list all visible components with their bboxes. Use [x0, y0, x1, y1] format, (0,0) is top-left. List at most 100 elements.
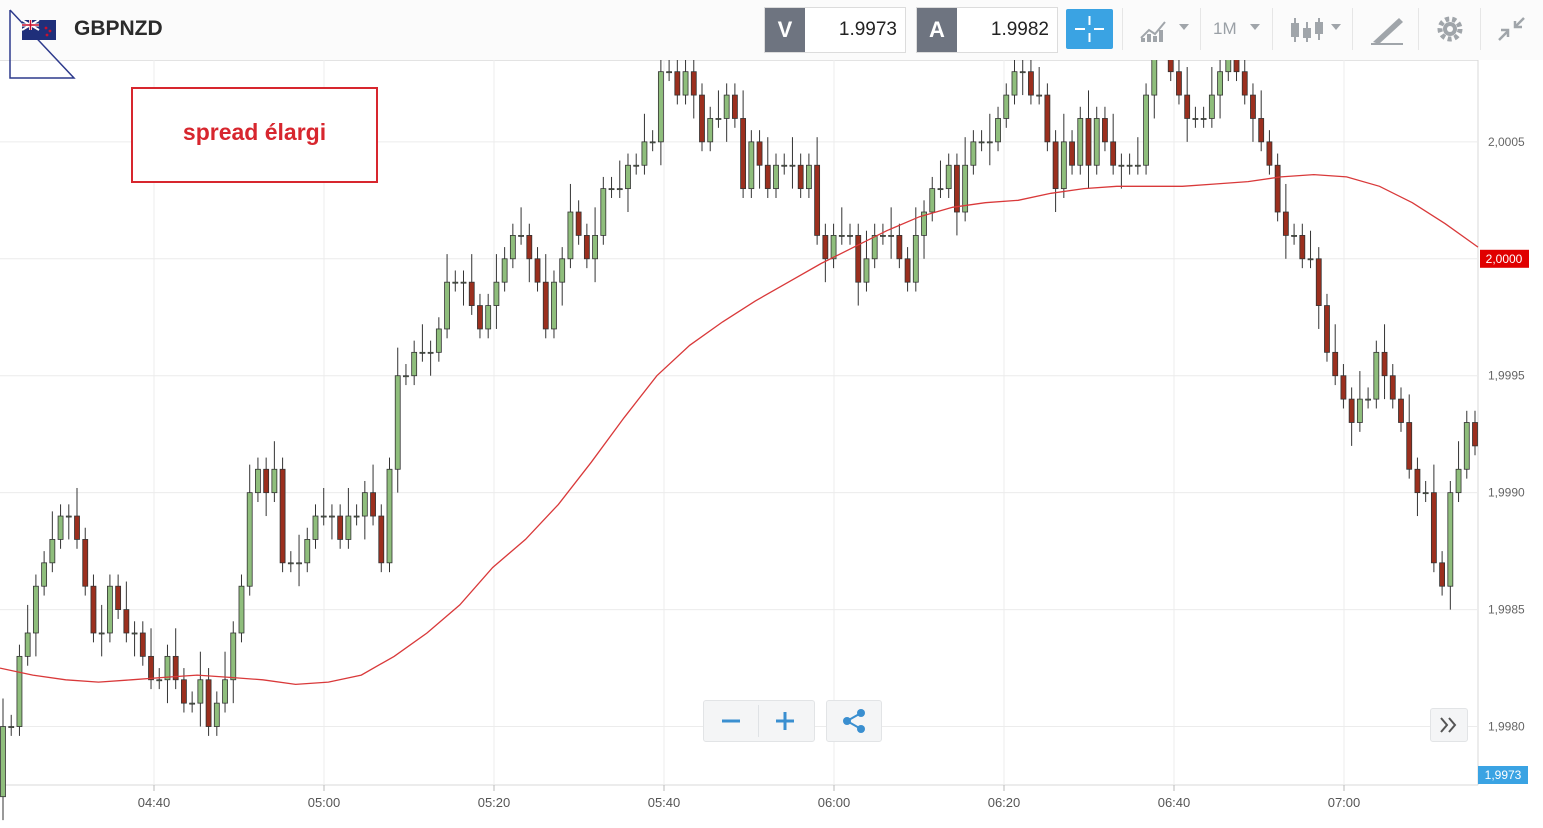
candle-down	[1348, 398, 1355, 423]
x-tick-label: 06:00	[818, 795, 851, 810]
candle-down	[279, 468, 286, 564]
candle-up	[715, 118, 722, 120]
candle-up	[789, 164, 796, 167]
candle-down	[181, 679, 187, 704]
crosshair-button[interactable]	[1066, 9, 1113, 49]
candle-up	[567, 211, 574, 260]
candle-down	[477, 305, 483, 330]
y-tick-label: 2,0005	[1488, 135, 1525, 149]
chart-type-icon	[1140, 21, 1189, 42]
candle-up	[197, 679, 204, 704]
candle-up	[929, 188, 936, 213]
candle-down	[172, 655, 179, 681]
candle-down	[1044, 94, 1051, 143]
chart-toolbar: GBPNZD V 1.9973 A 1.9982 1M	[0, 0, 1543, 79]
candle-up	[320, 515, 327, 518]
sell-quote[interactable]: V 1.9973	[764, 7, 906, 53]
candle-up	[592, 235, 598, 260]
candle-up	[945, 164, 952, 190]
candle-down	[583, 235, 590, 260]
candle-up	[1373, 351, 1380, 400]
timeframe-dropdown[interactable]: 1M	[1200, 8, 1273, 50]
candle-up	[41, 562, 48, 587]
candle-up	[1356, 398, 1363, 423]
candle-up	[329, 515, 335, 518]
candle-down	[1430, 492, 1437, 564]
price-chart[interactable]: 1,9980 1,9985 1,9990 1,9995 2,0000 2,0005 04:4…	[0, 20, 1543, 823]
chart-type-dropdown[interactable]	[1122, 8, 1201, 50]
collapse-icon	[1498, 17, 1525, 41]
y-axis-panel	[1478, 60, 1543, 823]
candle-down	[1167, 47, 1174, 73]
share-button[interactable]	[826, 700, 882, 742]
candles-dropdown[interactable]	[1272, 8, 1353, 50]
candle-down	[1398, 398, 1404, 423]
candle-down	[1085, 118, 1092, 166]
spread-annotation-text: spread élargi	[182, 119, 327, 145]
candle-up	[518, 235, 524, 237]
candle-up	[1036, 94, 1043, 97]
candle-down	[370, 492, 376, 517]
candle-up	[1126, 164, 1133, 167]
settings-button[interactable]	[1418, 8, 1481, 50]
candle-up	[16, 655, 23, 727]
candle-down	[1389, 375, 1396, 400]
y-tick-label: 1,9990	[1488, 486, 1525, 500]
drawing-tools-button[interactable]	[1352, 8, 1419, 50]
candle-up	[189, 702, 196, 705]
candlestick-chart-svg[interactable]: 1,9980 1,9985 1,9990 1,9995 2,0000 2,0005 04:4…	[0, 20, 1543, 823]
candle-up	[978, 141, 985, 144]
candle-down	[822, 235, 829, 260]
candle-down	[263, 468, 270, 494]
candle-down	[1052, 141, 1059, 190]
candle-up	[830, 235, 837, 260]
candle-up	[937, 188, 944, 191]
candle-up	[1060, 141, 1067, 190]
candle-up	[682, 71, 689, 96]
scroll-to-latest-button[interactable]	[1430, 708, 1468, 742]
candle-up	[230, 632, 237, 681]
candle-up	[452, 281, 459, 284]
candle-up	[287, 562, 294, 565]
candle-up	[608, 188, 615, 191]
candle-up	[394, 375, 401, 470]
candle-up	[222, 679, 228, 704]
candle-up	[863, 258, 870, 283]
candle-up	[1019, 71, 1026, 74]
candle-down	[674, 71, 681, 96]
candle-down	[731, 94, 738, 119]
candle-down	[954, 164, 960, 213]
candle-down	[756, 141, 763, 166]
candle-up	[995, 118, 1001, 143]
candle-up	[986, 141, 993, 144]
last-price-label: 1,9973	[1485, 768, 1522, 782]
candle-up	[838, 235, 845, 237]
candle-up	[1134, 164, 1141, 167]
candle-up	[748, 141, 755, 190]
collapse-button[interactable]	[1480, 8, 1541, 50]
candle-down	[690, 71, 697, 96]
candle-down	[1381, 351, 1388, 377]
candle-up	[485, 305, 492, 330]
candle-up	[427, 351, 434, 354]
candle-up	[649, 141, 656, 144]
y-tick-label: 1,9995	[1488, 369, 1525, 383]
candle-down	[740, 118, 747, 190]
candle-up	[1192, 118, 1199, 120]
x-tick-label: 05:00	[308, 795, 341, 810]
candle-down	[1266, 141, 1273, 166]
candle-down	[904, 258, 911, 283]
candle-up	[238, 585, 245, 634]
candle-up	[1455, 468, 1462, 494]
candle-up	[1151, 47, 1158, 96]
candle-down	[764, 164, 771, 190]
candle-up	[1118, 164, 1125, 167]
candle-up	[723, 94, 730, 119]
candle-down	[1282, 211, 1289, 236]
candle-up	[156, 679, 163, 682]
candle-up	[657, 71, 664, 143]
candle-down	[797, 164, 804, 190]
candle-up	[24, 632, 31, 657]
candle-up	[403, 375, 409, 378]
buy-quote[interactable]: A 1.9982	[916, 7, 1058, 53]
